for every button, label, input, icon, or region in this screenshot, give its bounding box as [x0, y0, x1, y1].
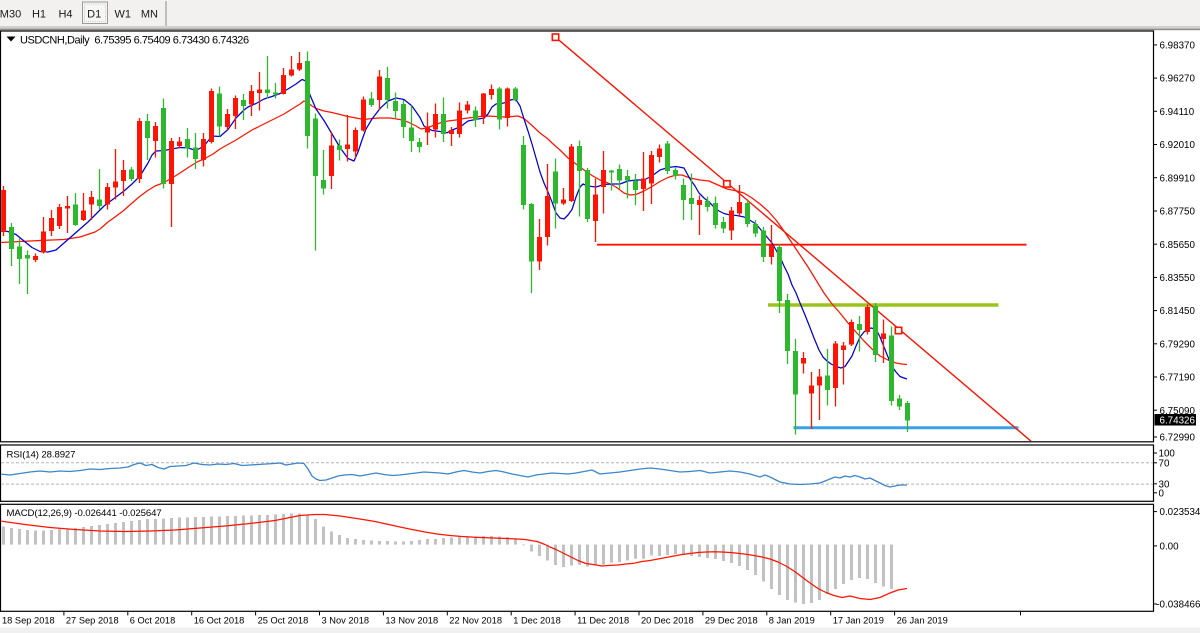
svg-text:0.00: 0.00 [1160, 542, 1180, 553]
svg-text:27 Sep 2018: 27 Sep 2018 [66, 616, 119, 626]
svg-text:22 Nov 2018: 22 Nov 2018 [449, 616, 502, 626]
svg-text:6.98370: 6.98370 [1160, 41, 1196, 52]
svg-text:6.72990: 6.72990 [1160, 433, 1196, 444]
svg-text:MN: MN [141, 9, 158, 21]
svg-text:29 Dec 2018: 29 Dec 2018 [705, 616, 758, 626]
svg-text:6.77190: 6.77190 [1160, 373, 1196, 384]
svg-text:USDCNH,Daily 6.75395 6.75409: USDCNH,Daily 6.75395 6.75409 6.73430 6.7… [20, 35, 249, 47]
svg-text:6.81450: 6.81450 [1160, 306, 1196, 317]
svg-text:11 Dec 2018: 11 Dec 2018 [577, 616, 629, 626]
svg-text:6.92010: 6.92010 [1160, 140, 1196, 151]
svg-text:6.74326: 6.74326 [1160, 415, 1196, 426]
svg-text:16 Oct 2018: 16 Oct 2018 [194, 616, 245, 626]
svg-text:8 Jan 2019: 8 Jan 2019 [769, 616, 815, 626]
svg-text:26 Jan 2019: 26 Jan 2019 [897, 616, 948, 626]
svg-text:H1: H1 [32, 9, 46, 21]
svg-text:6.94110: 6.94110 [1160, 107, 1195, 118]
svg-text:6.89910: 6.89910 [1160, 173, 1196, 184]
svg-text:1 Dec 2018: 1 Dec 2018 [513, 616, 561, 626]
svg-text:6 Oct 2018: 6 Oct 2018 [130, 616, 175, 626]
svg-text:6.85650: 6.85650 [1160, 240, 1196, 251]
svg-text:6.87750: 6.87750 [1160, 207, 1196, 218]
svg-text:H4: H4 [58, 9, 72, 21]
svg-text:W1: W1 [114, 9, 131, 21]
svg-text:0.023534: 0.023534 [1160, 507, 1200, 518]
svg-text:70: 70 [1159, 458, 1170, 469]
svg-text:18 Sep 2018: 18 Sep 2018 [2, 616, 55, 626]
svg-text:17 Jan 2019: 17 Jan 2019 [833, 616, 884, 626]
svg-text:3 Nov 2018: 3 Nov 2018 [322, 616, 370, 626]
svg-text:0: 0 [1159, 488, 1165, 499]
svg-text:100: 100 [1159, 449, 1176, 460]
svg-text:20 Dec 2018: 20 Dec 2018 [641, 616, 694, 626]
svg-text:6.96270: 6.96270 [1160, 74, 1196, 85]
svg-text:D1: D1 [87, 9, 101, 21]
svg-text:6.79290: 6.79290 [1160, 339, 1196, 350]
svg-text:13 Nov 2018: 13 Nov 2018 [385, 616, 438, 626]
svg-text:M30: M30 [0, 9, 21, 21]
svg-text:RSI(14) 28.8927: RSI(14) 28.8927 [7, 449, 76, 460]
svg-text:30: 30 [1159, 479, 1170, 490]
svg-text:6.75090: 6.75090 [1160, 406, 1196, 417]
svg-text:MACD(12,26,9) -0.026441 -0.025: MACD(12,26,9) -0.026441 -0.025647 [7, 508, 162, 519]
svg-text:6.83550: 6.83550 [1160, 273, 1196, 284]
svg-text:-0.038466: -0.038466 [1156, 600, 1200, 611]
svg-text:25 Oct 2018: 25 Oct 2018 [258, 616, 309, 626]
